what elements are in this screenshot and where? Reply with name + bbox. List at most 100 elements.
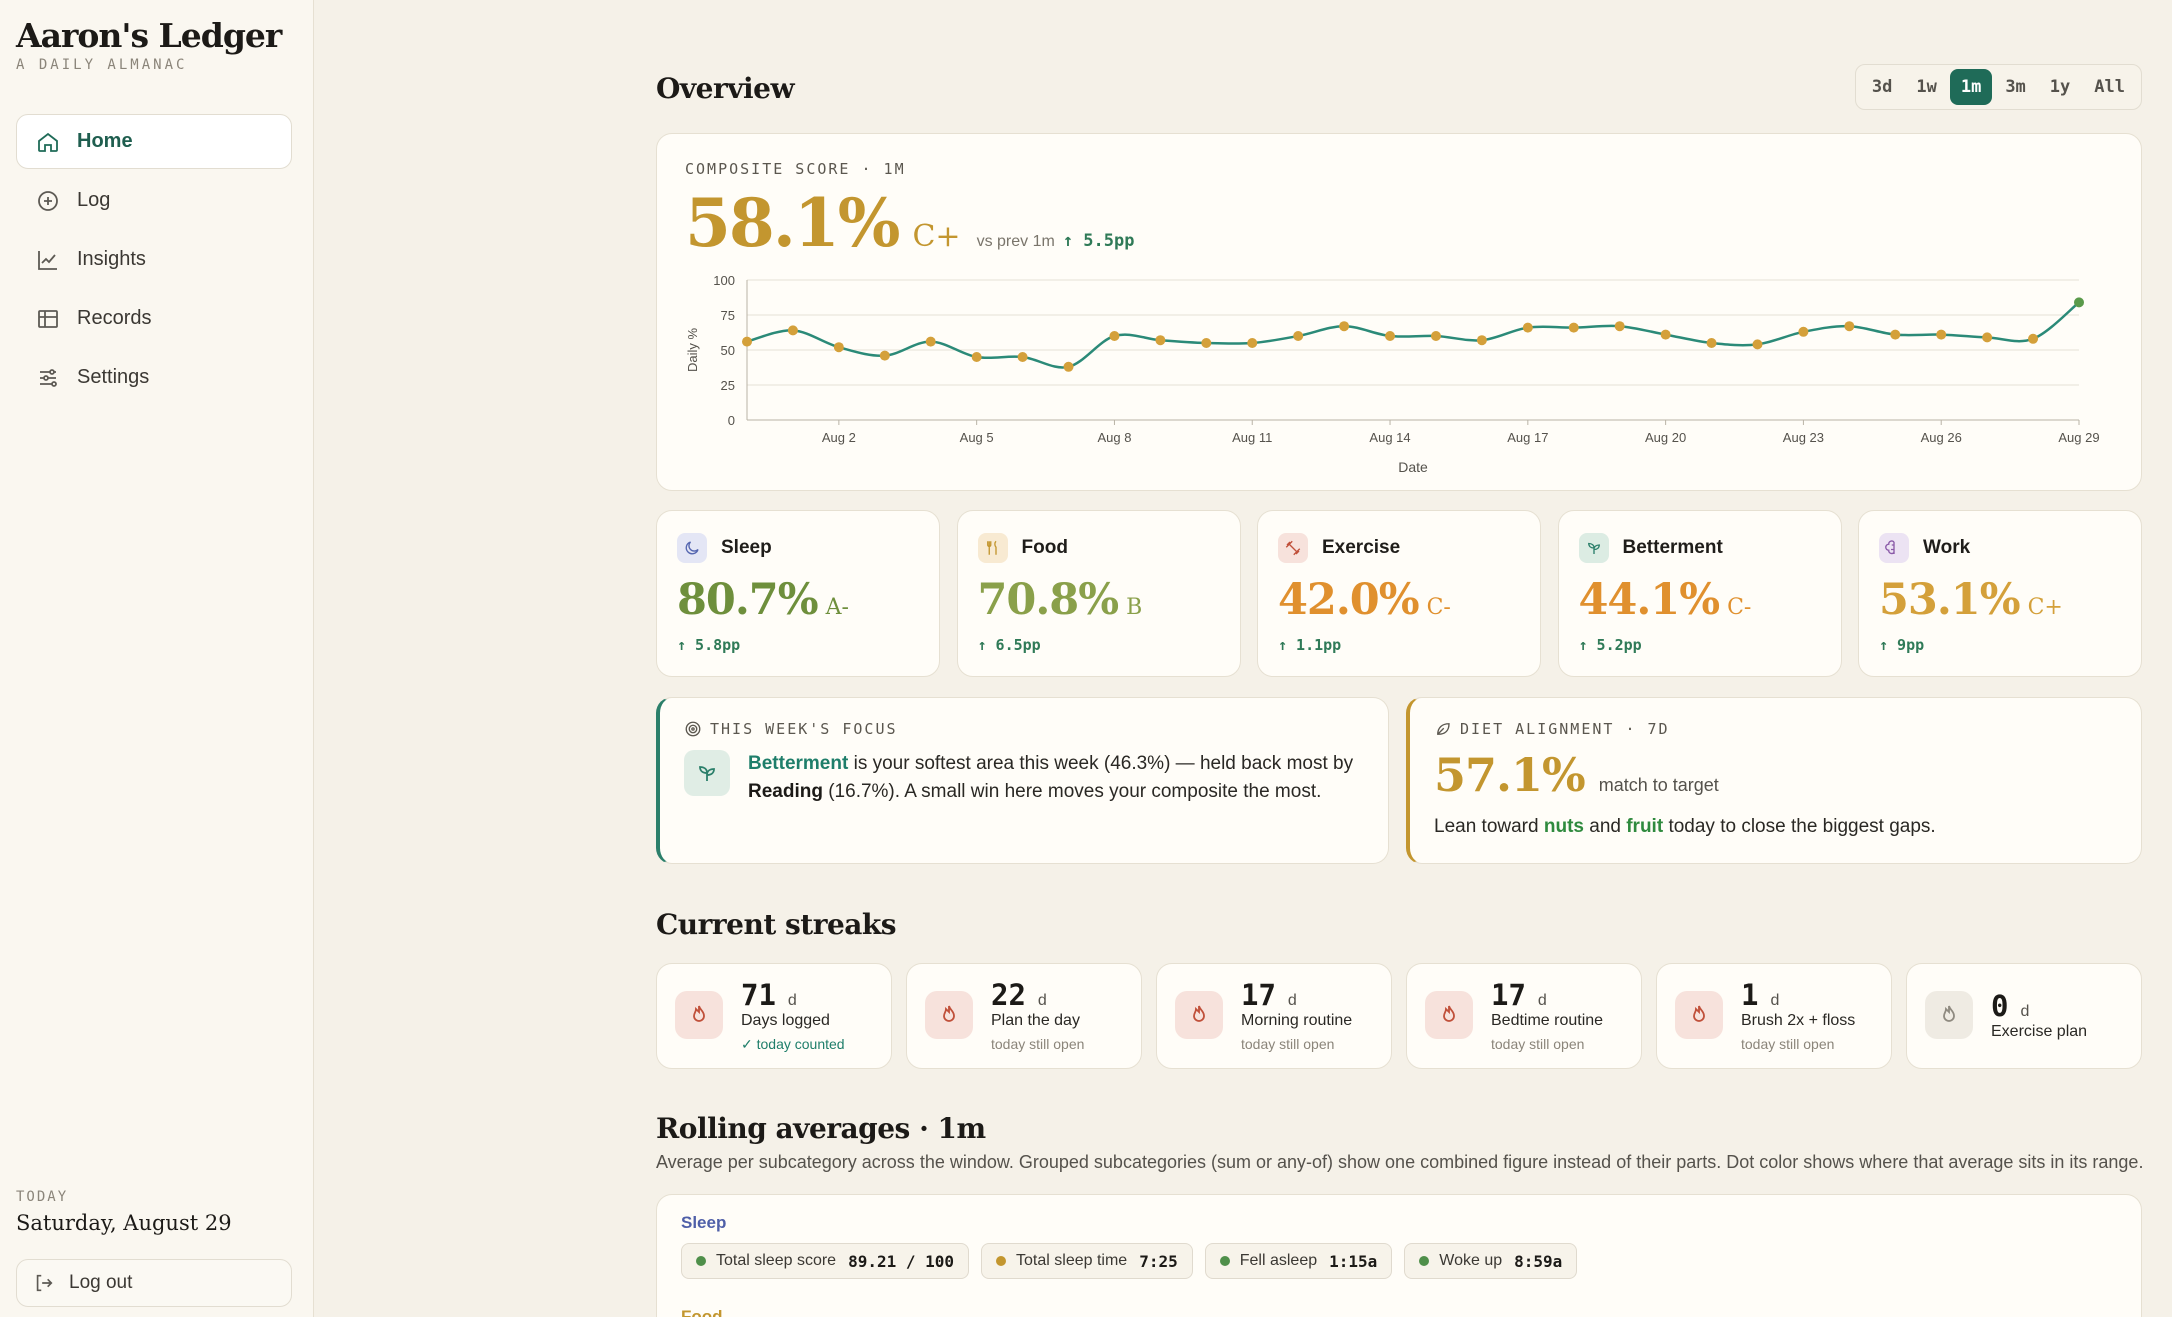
target-icon [685, 721, 701, 737]
pill-label: Fell asleep [1239, 1252, 1318, 1269]
data-point [1660, 329, 1671, 340]
category-delta: ↑ 9pp [1879, 636, 1925, 654]
data-point [1982, 332, 1993, 343]
focus-area-link[interactable]: Betterment [748, 753, 849, 774]
range-3m[interactable]: 3m [2005, 77, 2026, 97]
status-dot [996, 1256, 1007, 1266]
category-card-exercise[interactable]: Exercise 42.0% C- ↑ 1.1pp [1257, 510, 1541, 677]
streak-count: 17 d [1491, 978, 1547, 1012]
x-tick-label: Aug 17 [1507, 430, 1548, 445]
streak-name: Plan the day [991, 1012, 1080, 1029]
data-point [1385, 331, 1396, 341]
diet-score: 57.1% match to target [1434, 748, 1719, 802]
streak-card[interactable]: 0 d Exercise plan [1906, 963, 2142, 1069]
data-point [1476, 335, 1487, 346]
range-3d[interactable]: 3d [1871, 77, 1893, 97]
range-all[interactable]: All [2094, 77, 2125, 97]
pill-label: Total sleep time [1016, 1252, 1128, 1269]
flame-icon [1425, 991, 1473, 1039]
category-card-betterment[interactable]: Betterment 44.1% C- ↑ 5.2pp [1557, 510, 1842, 677]
streak-count: 17 d [1241, 978, 1297, 1012]
focus-subcategory: Reading [748, 781, 823, 802]
data-point [1568, 322, 1579, 333]
table-icon [35, 306, 61, 332]
streak-card[interactable]: 71 d Days logged ✓ today counted [656, 963, 892, 1069]
category-value: 70.8% [977, 575, 1120, 625]
streak-count: 22 d [991, 978, 1047, 1012]
category-value: 44.1% [1578, 575, 1721, 625]
y-tick-label: 25 [721, 378, 735, 393]
streak-name: Exercise plan [1991, 1023, 2088, 1040]
sidebar-item-home[interactable]: Home [16, 114, 292, 169]
brand-subtitle: A DAILY ALMANAC [16, 57, 188, 73]
utensils-icon [977, 533, 1008, 563]
streak-name: Brush 2x + floss [1741, 1012, 1856, 1029]
sidebar-item-insights[interactable]: Insights [16, 232, 292, 287]
today-block: TODAY Saturday, August 29 [16, 1189, 232, 1235]
focus-text: Betterment is your softest area this wee… [748, 753, 1354, 802]
sidebar-item-log[interactable]: Log [16, 173, 292, 228]
rolling-title: Rolling averages · 1m [656, 1112, 986, 1145]
y-tick-label: 50 [721, 343, 735, 358]
pill-label: Total sleep score [716, 1252, 837, 1269]
range-1m[interactable]: 1m [1949, 69, 1993, 105]
series-line [746, 301, 2080, 369]
data-point [1339, 321, 1350, 332]
rolling-averages-card: Sleep Total sleep score 89.21 / 100 Total … [656, 1194, 2142, 1317]
category-header: Food [977, 533, 1068, 563]
sidebar-item-label: Log [77, 189, 111, 211]
pill-value: 89.21 / 100 [848, 1251, 955, 1271]
streak-count: 71 d [741, 978, 797, 1012]
streak-status: today still open [1741, 1036, 1835, 1052]
brain-icon [1879, 533, 1909, 563]
category-card-food[interactable]: Food 70.8% B ↑ 6.5pp [956, 510, 1241, 677]
streak-card[interactable]: 1 d Brush 2x + floss today still open [1656, 963, 1892, 1069]
today-date: Saturday, August 29 [16, 1211, 232, 1235]
y-tick-label: 0 [728, 413, 735, 428]
sidebar-item-records[interactable]: Records [16, 291, 292, 346]
x-tick-label: Aug 8 [1097, 430, 1131, 445]
category-header: Sleep [677, 533, 772, 563]
y-axis-label: Daily % [685, 328, 700, 373]
category-card-sleep[interactable]: Sleep 80.7% A- ↑ 5.8pp [656, 510, 940, 677]
streak-card[interactable]: 22 d Plan the day today still open [906, 963, 1142, 1069]
rolling-pill[interactable]: Total sleep time 7:25 [981, 1243, 1193, 1279]
composite-vs: vs prev 1m [976, 233, 1055, 250]
sprout-icon [684, 750, 730, 796]
diet-alignment-card: DIET ALIGNMENT · 7D 57.1% match to targe… [1406, 697, 2142, 864]
data-point [1890, 329, 1901, 340]
brand: Aaron's Ledger A DAILY ALMANAC [16, 16, 282, 73]
rolling-pill[interactable]: Total sleep score 89.21 / 100 [681, 1243, 970, 1279]
x-tick-label: Aug 11 [1232, 430, 1272, 445]
category-value: 42.0% [1278, 575, 1420, 625]
diet-text: Lean toward nuts and fruit today to clos… [1434, 816, 1936, 837]
composite-score: 58.1% C+ vs prev 1m ↑ 5.5pp [685, 184, 1134, 262]
sidebar-item-settings[interactable]: Settings [16, 350, 292, 405]
plus-circle-icon [35, 188, 61, 214]
data-point [833, 342, 844, 353]
sidebar-item-label: Records [77, 307, 152, 329]
range-1y[interactable]: 1y [2049, 77, 2071, 97]
sidebar-item-label: Home [77, 130, 133, 152]
category-card-work[interactable]: Work 53.1% C+ ↑ 9pp [1858, 510, 2142, 677]
data-point [1063, 361, 1074, 372]
rolling-pill[interactable]: Fell asleep 1:15a [1204, 1243, 1393, 1279]
diet-label: DIET ALIGNMENT · 7D [1434, 720, 1670, 738]
data-point [879, 350, 890, 361]
streak-card[interactable]: 17 d Bedtime routine today still open [1406, 963, 1642, 1069]
streak-card[interactable]: 17 d Morning routine today still open [1156, 963, 1392, 1069]
flame-icon [925, 991, 973, 1039]
streak-name: Bedtime routine [1491, 1012, 1604, 1029]
data-point [1109, 331, 1120, 341]
flame-icon [1675, 991, 1723, 1039]
pill-value: 8:59a [1514, 1251, 1563, 1271]
range-1w[interactable]: 1w [1916, 77, 1937, 97]
logout-label: Log out [69, 1272, 133, 1293]
data-point [1614, 321, 1625, 332]
rolling-pill[interactable]: Woke up 8:59a [1404, 1243, 1578, 1279]
logout-button[interactable]: Log out [16, 1259, 292, 1307]
sprout-icon [1578, 533, 1609, 563]
category-grade: C+ [2027, 595, 2063, 620]
streak-name: Days logged [741, 1012, 830, 1029]
